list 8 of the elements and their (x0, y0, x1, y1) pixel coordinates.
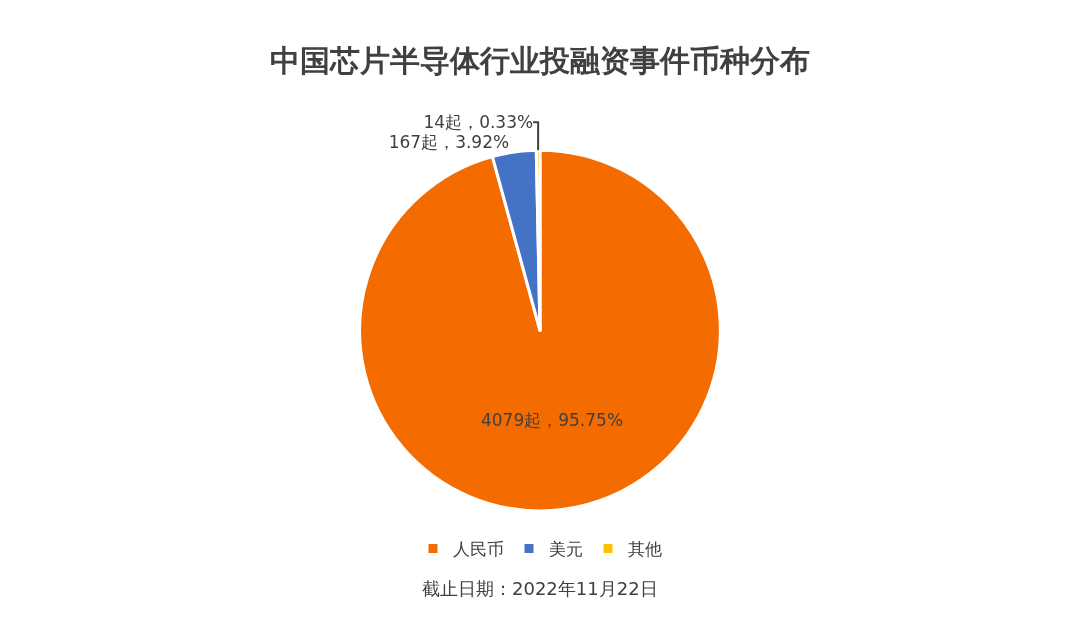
chart-title: 中国芯片半导体行业投融资事件币种分布 (270, 43, 810, 79)
data-label: 4079起，95.75% (480, 409, 624, 430)
text: 截止日期：2022年11月22日 (422, 578, 658, 599)
legend-label: 其他 (628, 539, 662, 560)
data-label: 14起，0.33% (423, 112, 534, 133)
data-label: 167起，3.92% (388, 132, 510, 153)
legend-label: 人民币 (453, 539, 504, 560)
legend-label: 美元 (549, 539, 583, 560)
